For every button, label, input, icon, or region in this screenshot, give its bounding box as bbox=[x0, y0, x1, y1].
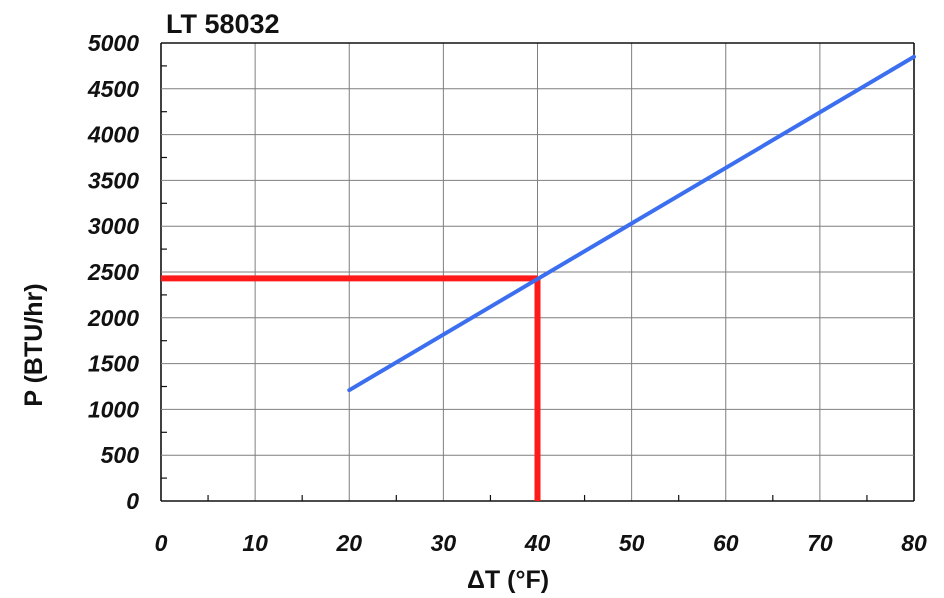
y-tick-label-500: 500 bbox=[101, 442, 140, 468]
y-tick-label-1000: 1000 bbox=[88, 396, 139, 422]
guide-lines bbox=[161, 275, 541, 501]
y-tick-label-5000: 5000 bbox=[88, 30, 139, 56]
y-tick-label-2500: 2500 bbox=[87, 259, 139, 285]
y-tick-label-3000: 3000 bbox=[88, 213, 139, 239]
x-axis-label: ΔT (°F) bbox=[467, 566, 549, 594]
y-tick-label-2000: 2000 bbox=[87, 305, 139, 331]
y-tick-label-4000: 4000 bbox=[87, 122, 139, 148]
x-tick-label-40: 40 bbox=[524, 530, 551, 556]
x-tick-label-50: 50 bbox=[619, 530, 645, 556]
y-axis-label: P (BTU/hr) bbox=[20, 283, 48, 406]
x-tick-label-60: 60 bbox=[713, 530, 739, 556]
x-tick-label-70: 70 bbox=[807, 530, 833, 556]
series-line-0 bbox=[347, 54, 916, 393]
series-group bbox=[347, 54, 916, 393]
y-tick-label-3500: 3500 bbox=[88, 167, 139, 193]
x-tick-label-0: 0 bbox=[155, 530, 168, 556]
minor-ticks bbox=[161, 65, 868, 501]
chart-title: LT 58032 bbox=[166, 9, 280, 39]
y-tick-label-0: 0 bbox=[126, 488, 139, 514]
y-tick-labels: 0 500 1000 1500 2000 2500 3000 3500 4000 4500 5000 bbox=[87, 30, 139, 514]
y-tick-label-1500: 1500 bbox=[88, 351, 139, 377]
x-tick-label-10: 10 bbox=[242, 530, 268, 556]
x-tick-labels: 0 10 20 30 40 50 60 70 80 bbox=[155, 530, 927, 556]
y-tick-label-4500: 4500 bbox=[87, 76, 139, 102]
x-tick-label-80: 80 bbox=[901, 530, 927, 556]
x-tick-label-30: 30 bbox=[431, 530, 457, 556]
x-tick-label-20: 20 bbox=[335, 530, 362, 556]
